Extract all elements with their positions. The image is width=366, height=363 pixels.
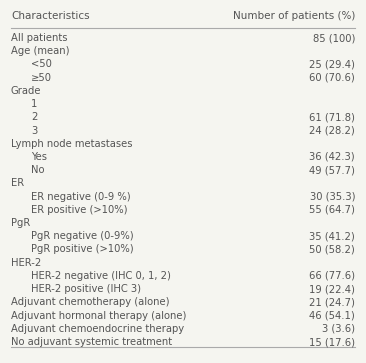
Text: Yes: Yes <box>31 152 47 162</box>
Text: Number of patients (%): Number of patients (%) <box>233 11 355 21</box>
Text: ER positive (>10%): ER positive (>10%) <box>31 205 128 215</box>
Text: PgR: PgR <box>11 218 30 228</box>
Text: ≥50: ≥50 <box>31 73 52 83</box>
Text: HER-2: HER-2 <box>11 258 41 268</box>
Text: 61 (71.8): 61 (71.8) <box>309 112 355 122</box>
Text: 46 (54.1): 46 (54.1) <box>309 311 355 321</box>
Text: Adjuvant chemotherapy (alone): Adjuvant chemotherapy (alone) <box>11 297 169 307</box>
Text: 21 (24.7): 21 (24.7) <box>309 297 355 307</box>
Text: 25 (29.4): 25 (29.4) <box>309 60 355 69</box>
Text: No: No <box>31 165 45 175</box>
Text: 66 (77.6): 66 (77.6) <box>309 271 355 281</box>
Text: Age (mean): Age (mean) <box>11 46 70 56</box>
Text: 55 (64.7): 55 (64.7) <box>309 205 355 215</box>
Text: 15 (17.6): 15 (17.6) <box>309 337 355 347</box>
Text: 3 (3.6): 3 (3.6) <box>322 324 355 334</box>
Text: 36 (42.3): 36 (42.3) <box>309 152 355 162</box>
Text: All patients: All patients <box>11 33 67 43</box>
Text: <50: <50 <box>31 60 52 69</box>
Text: 3: 3 <box>31 126 37 135</box>
Text: 24 (28.2): 24 (28.2) <box>309 126 355 135</box>
Text: 49 (57.7): 49 (57.7) <box>309 165 355 175</box>
Text: Grade: Grade <box>11 86 41 96</box>
Text: 50 (58.2): 50 (58.2) <box>309 245 355 254</box>
Text: 35 (41.2): 35 (41.2) <box>309 231 355 241</box>
Text: 19 (22.4): 19 (22.4) <box>309 284 355 294</box>
Text: 2: 2 <box>31 112 37 122</box>
Text: Characteristics: Characteristics <box>11 11 90 21</box>
Text: PgR positive (>10%): PgR positive (>10%) <box>31 245 134 254</box>
Text: HER-2 positive (IHC 3): HER-2 positive (IHC 3) <box>31 284 141 294</box>
Text: ER negative (0-9 %): ER negative (0-9 %) <box>31 192 131 201</box>
Text: Adjuvant hormonal therapy (alone): Adjuvant hormonal therapy (alone) <box>11 311 186 321</box>
Text: 30 (35.3): 30 (35.3) <box>310 192 355 201</box>
Text: HER-2 negative (IHC 0, 1, 2): HER-2 negative (IHC 0, 1, 2) <box>31 271 171 281</box>
Text: Adjuvant chemoendocrine therapy: Adjuvant chemoendocrine therapy <box>11 324 184 334</box>
Text: 1: 1 <box>31 99 37 109</box>
Text: No adjuvant systemic treatment: No adjuvant systemic treatment <box>11 337 172 347</box>
Text: 60 (70.6): 60 (70.6) <box>309 73 355 83</box>
Text: Lymph node metastases: Lymph node metastases <box>11 139 132 149</box>
Text: ER: ER <box>11 178 24 188</box>
Text: 85 (100): 85 (100) <box>313 33 355 43</box>
Text: PgR negative (0-9%): PgR negative (0-9%) <box>31 231 134 241</box>
